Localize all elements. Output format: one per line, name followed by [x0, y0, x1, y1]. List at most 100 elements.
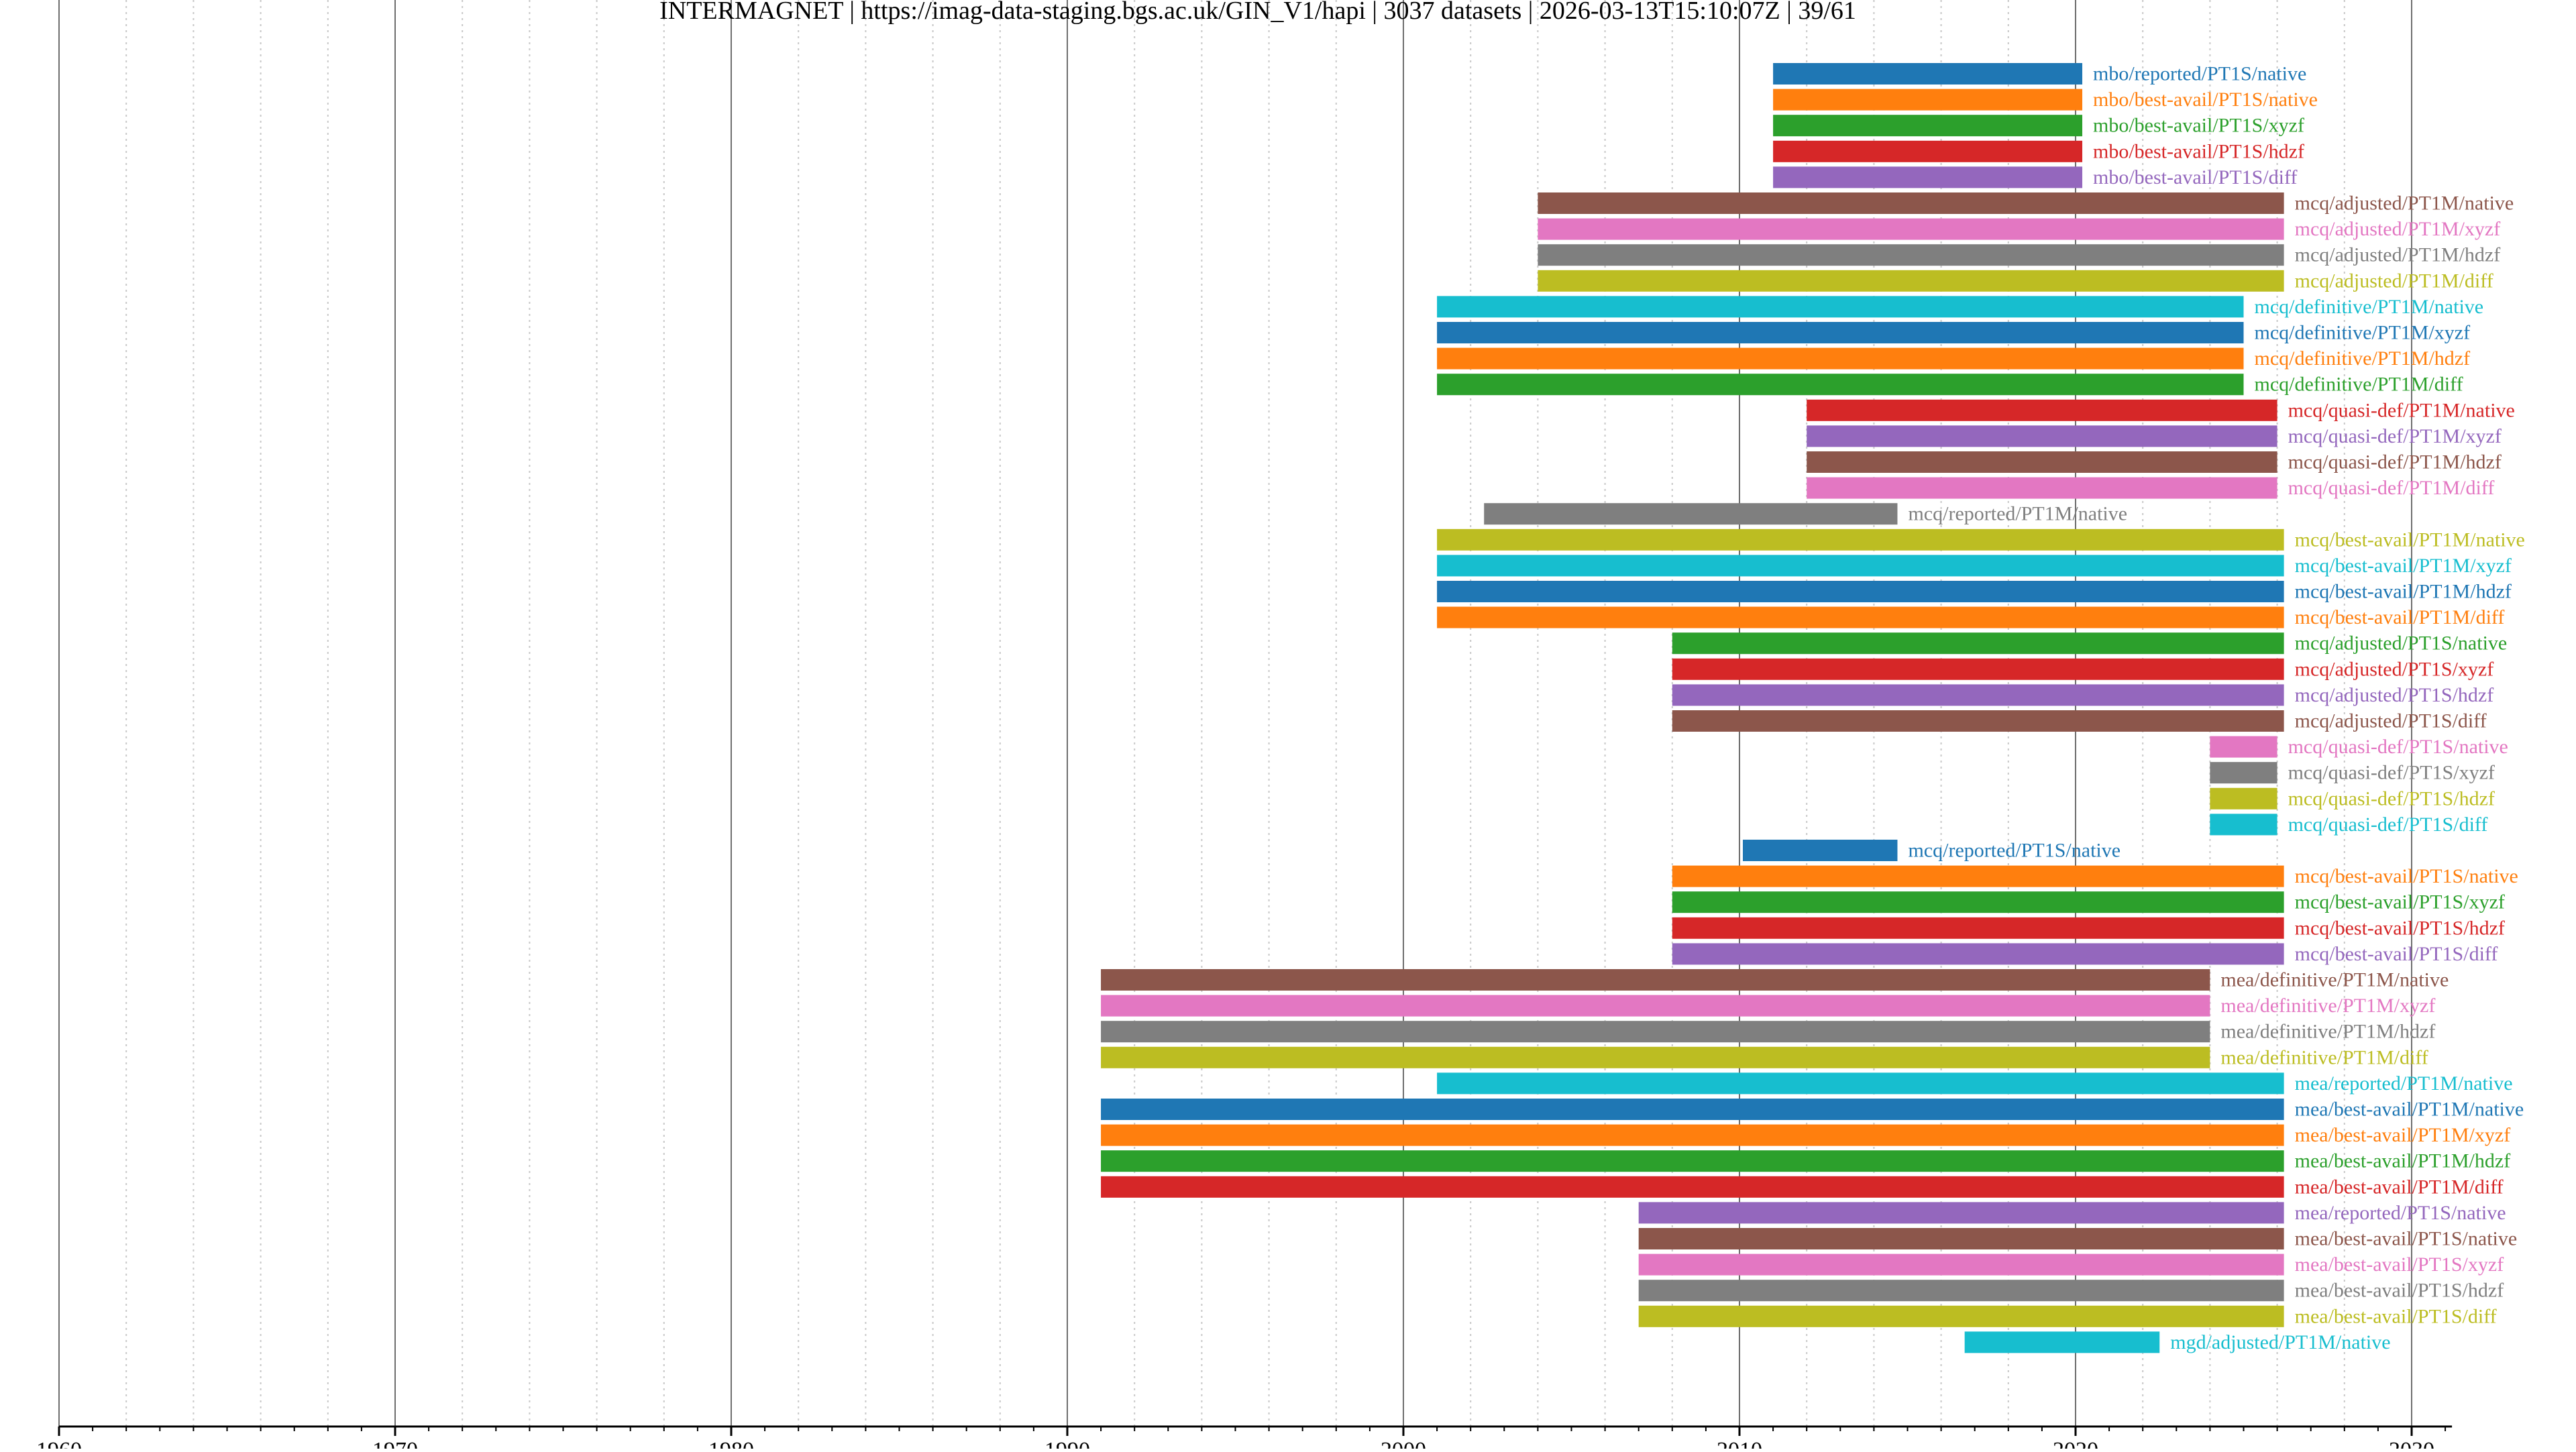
dataset-bar	[1672, 632, 2284, 655]
dataset-label: mcq/best-avail/PT1S/hdzf	[2295, 917, 2505, 939]
dataset-label: mcq/reported/PT1S/native	[1908, 840, 2121, 862]
dataset-label: mcq/quasi-def/PT1S/xyzf	[2288, 762, 2495, 784]
dataset-label: mcq/definitive/PT1M/native	[2255, 296, 2484, 318]
dataset-bar	[1672, 917, 2284, 939]
dataset-bar	[1672, 684, 2284, 706]
dataset-label: mcq/quasi-def/PT1M/diff	[2288, 477, 2495, 499]
dataset-label: mcq/quasi-def/PT1M/native	[2288, 399, 2515, 421]
dataset-label: mea/definitive/PT1M/xyzf	[2220, 995, 2435, 1017]
x-tick-label: 1980	[708, 1438, 754, 1449]
x-tick-label: 1960	[36, 1438, 82, 1449]
dataset-label: mea/best-avail/PT1M/xyzf	[2295, 1124, 2511, 1146]
dataset-label: mcq/quasi-def/PT1S/hdzf	[2288, 787, 2495, 809]
bars-layer: mbo/reported/PT1S/native mbo/best-avail/P…	[1101, 63, 2525, 1353]
dataset-bar	[1807, 399, 2277, 421]
dataset-label: mcq/adjusted/PT1M/diff	[2295, 270, 2493, 292]
dataset-bar	[1807, 451, 2277, 473]
dataset-label: mea/definitive/PT1M/native	[2220, 969, 2449, 991]
dataset-label: mgd/adjusted/PT1M/native	[2170, 1331, 2390, 1353]
dataset-bar	[1101, 1124, 2284, 1146]
dataset-bar	[1437, 606, 2284, 628]
x-tick-label: 2020	[2053, 1438, 2098, 1449]
dataset-bar	[1484, 503, 1898, 525]
dataset-label: mcq/adjusted/PT1M/xyzf	[2295, 218, 2501, 240]
dataset-bar	[1437, 1072, 2284, 1095]
dataset-bar	[2210, 736, 2277, 758]
dataset-label: mea/definitive/PT1M/diff	[2220, 1046, 2428, 1068]
x-tick-label: 2030	[2389, 1438, 2434, 1449]
dataset-label: mcq/best-avail/PT1M/native	[2295, 528, 2525, 551]
dataset-label: mcq/quasi-def/PT1S/native	[2288, 736, 2508, 758]
dataset-label: mcq/best-avail/PT1M/hdzf	[2295, 581, 2512, 603]
dataset-bar	[1437, 374, 2244, 396]
dataset-label: mea/definitive/PT1M/hdzf	[2220, 1021, 2435, 1043]
dataset-bar	[1101, 1046, 2210, 1068]
dataset-label: mcq/adjusted/PT1M/native	[2295, 192, 2514, 215]
dataset-label: mcq/best-avail/PT1S/xyzf	[2295, 891, 2505, 913]
dataset-bar	[1437, 296, 2244, 318]
dataset-bar	[1638, 1202, 2284, 1224]
dataset-bar	[1672, 710, 2284, 732]
dataset-bar	[1773, 140, 2083, 162]
grid-layer	[58, 0, 2412, 1427]
dataset-bar	[1807, 477, 2277, 499]
dataset-label: mea/best-avail/PT1S/hdzf	[2295, 1280, 2504, 1302]
dataset-label: mcq/quasi-def/PT1S/diff	[2288, 814, 2488, 836]
dataset-label: mcq/adjusted/PT1S/xyzf	[2295, 658, 2494, 680]
dataset-label: mcq/quasi-def/PT1M/xyzf	[2288, 425, 2502, 447]
dataset-bar	[1638, 1305, 2284, 1327]
dataset-bar	[1101, 1150, 2284, 1172]
dataset-bar	[1538, 218, 2284, 240]
dataset-bar	[1638, 1280, 2284, 1302]
dataset-bar	[1101, 1021, 2210, 1043]
dataset-label: mbo/best-avail/PT1S/xyzf	[2093, 115, 2304, 137]
dataset-bar	[1773, 63, 2083, 85]
dataset-bar	[1672, 891, 2284, 913]
x-axis: 1960 1970 1980 1990 2000 2010 2020 2030	[36, 1425, 2453, 1452]
dataset-bar	[1638, 1253, 2284, 1276]
dataset-label: mea/best-avail/PT1S/diff	[2295, 1305, 2497, 1327]
dataset-bar	[1964, 1331, 2160, 1353]
dataset-label: mbo/best-avail/PT1S/native	[2093, 89, 2318, 111]
dataset-bar	[1437, 528, 2284, 551]
dataset-bar	[1773, 166, 2083, 188]
dataset-label: mea/best-avail/PT1M/diff	[2295, 1176, 2504, 1198]
dataset-label: mea/best-avail/PT1M/native	[2295, 1099, 2524, 1121]
dataset-bar	[1638, 1228, 2284, 1249]
dataset-bar	[1437, 347, 2244, 370]
dataset-bar	[1101, 1099, 2284, 1120]
dataset-label: mbo/best-avail/PT1S/diff	[2093, 166, 2297, 188]
x-tick-label: 1990	[1044, 1438, 1090, 1449]
dataset-bar	[1101, 969, 2210, 991]
dataset-label: mea/reported/PT1M/native	[2295, 1072, 2513, 1095]
dataset-label: mcq/quasi-def/PT1M/hdzf	[2288, 451, 2502, 473]
dataset-bar	[1773, 89, 2083, 111]
dataset-label: mcq/definitive/PT1M/xyzf	[2255, 322, 2471, 344]
dataset-label: mcq/best-avail/PT1S/diff	[2295, 943, 2498, 965]
dataset-label: mbo/reported/PT1S/native	[2093, 63, 2306, 85]
x-tick-label: 2010	[1717, 1438, 1762, 1449]
dataset-bar	[1437, 581, 2284, 602]
dataset-bar	[1101, 995, 2210, 1017]
dataset-label: mcq/definitive/PT1M/hdzf	[2255, 347, 2471, 370]
dataset-bar	[2210, 814, 2277, 836]
dataset-label: mcq/adjusted/PT1S/hdzf	[2295, 684, 2494, 706]
dataset-label: mea/best-avail/PT1S/native	[2295, 1228, 2518, 1250]
dataset-bar	[1538, 270, 2284, 292]
dataset-bar	[1672, 943, 2284, 965]
dataset-bar	[1807, 425, 2277, 447]
dataset-bar	[2210, 762, 2277, 784]
dataset-label: mcq/definitive/PT1M/diff	[2255, 374, 2463, 396]
dataset-label: mcq/adjusted/PT1S/diff	[2295, 710, 2487, 732]
dataset-label: mcq/reported/PT1M/native	[1908, 503, 2127, 525]
dataset-bar	[1773, 115, 2083, 137]
dataset-label: mea/best-avail/PT1M/hdzf	[2295, 1150, 2511, 1172]
dataset-label: mea/best-avail/PT1S/xyzf	[2295, 1253, 2504, 1276]
dataset-bar	[1101, 1176, 2284, 1198]
x-tick-label: 2000	[1381, 1438, 1426, 1449]
dataset-label: mcq/best-avail/PT1M/xyzf	[2295, 555, 2512, 577]
dataset-bar	[2210, 787, 2277, 809]
chart-title: INTERMAGNET | https://imag-data-staging.…	[659, 0, 1856, 25]
dataset-bar	[1437, 555, 2284, 577]
